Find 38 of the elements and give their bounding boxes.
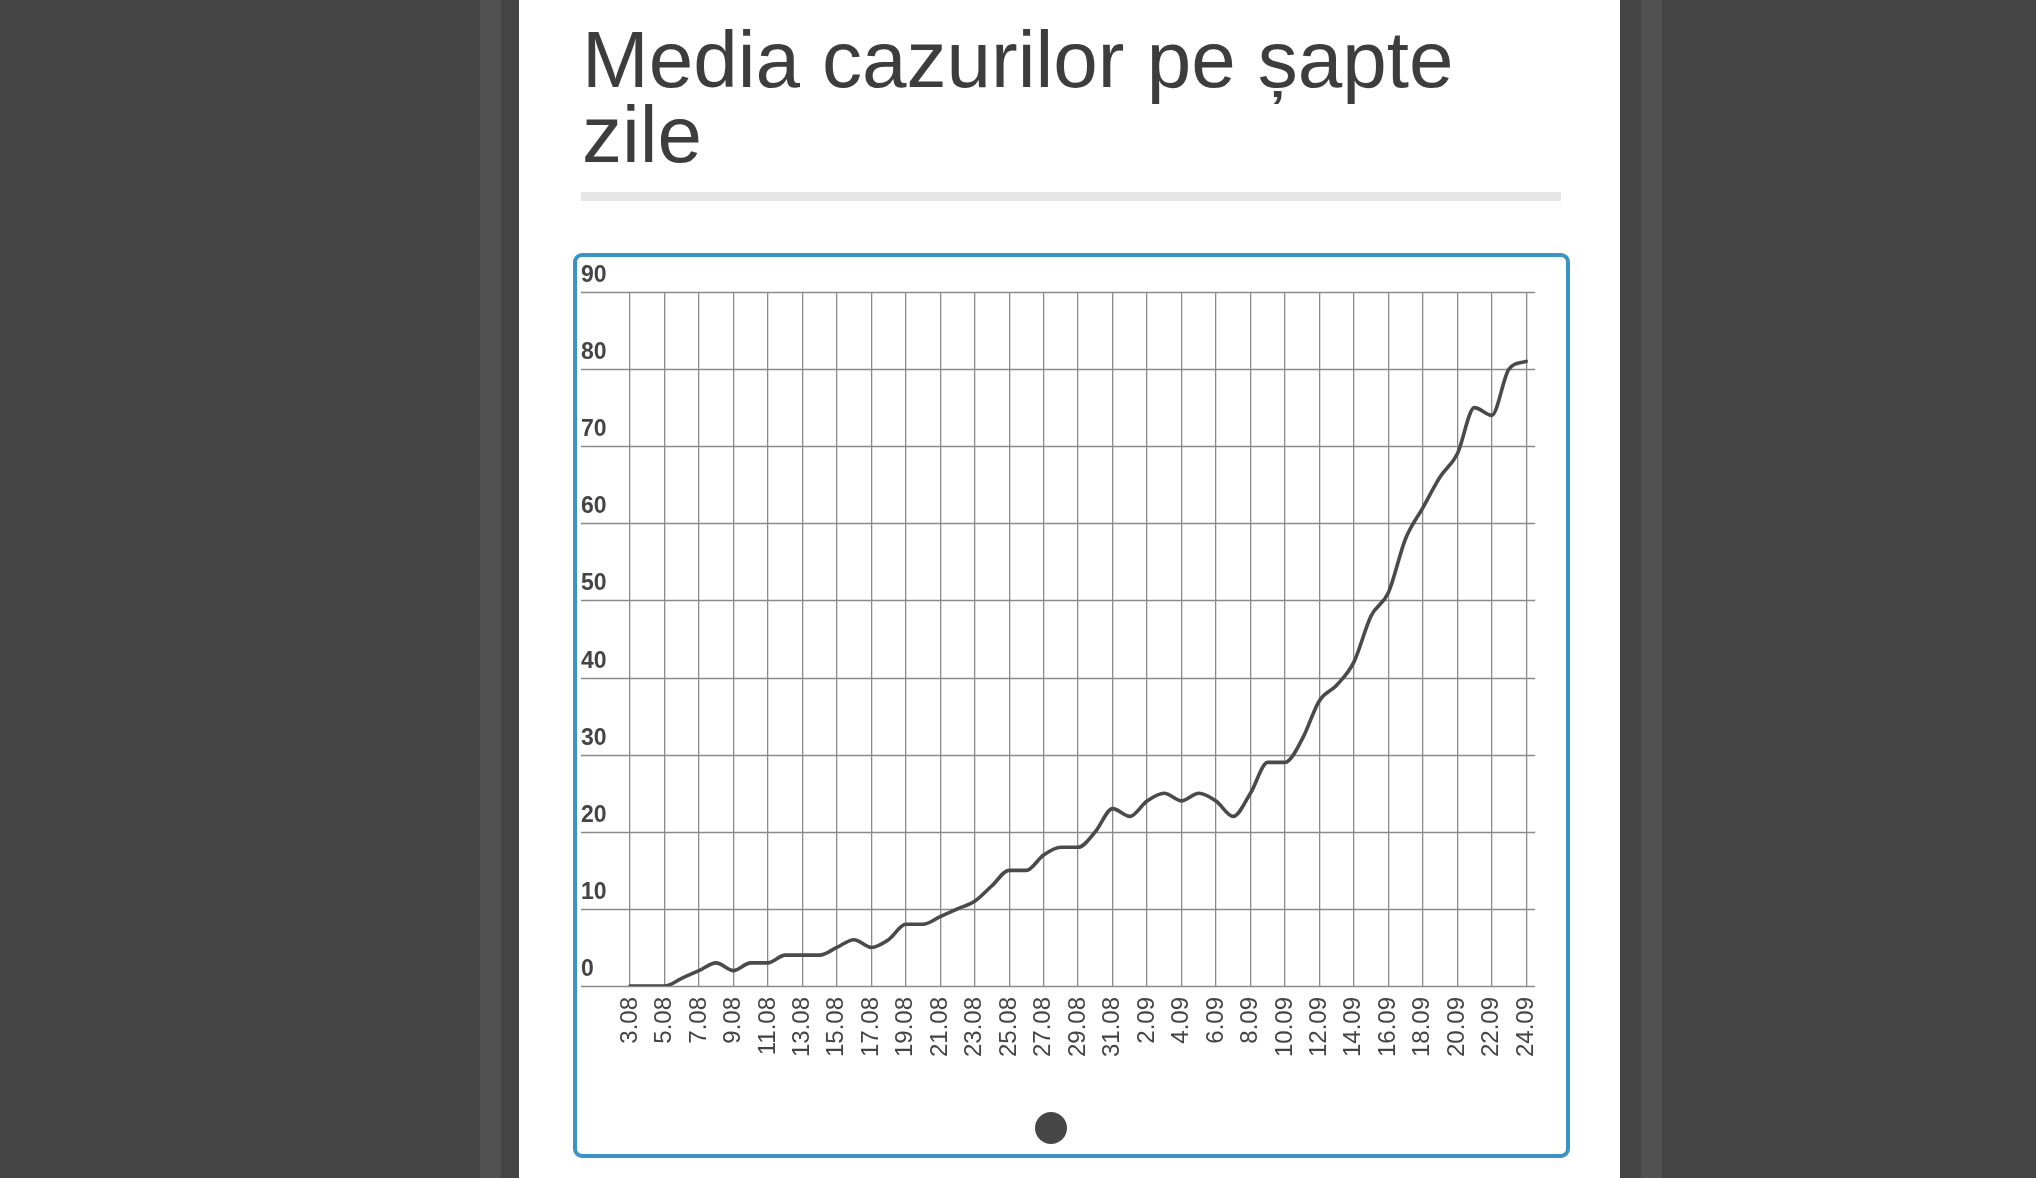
x-tick-label: 24.09 xyxy=(1510,997,1538,1058)
x-tick-label: 22.09 xyxy=(1476,997,1504,1058)
x-tick-label: 9.08 xyxy=(718,997,746,1044)
y-tick-label: 60 xyxy=(581,492,607,519)
y-tick-label: 20 xyxy=(581,801,607,828)
x-tick-label: 14.09 xyxy=(1338,997,1366,1058)
x-tick-label: 18.09 xyxy=(1407,997,1435,1058)
x-tick-label: 16.09 xyxy=(1372,997,1400,1058)
x-tick-label: 12.09 xyxy=(1304,997,1332,1058)
x-tick-label: 6.09 xyxy=(1200,997,1228,1044)
x-tick-label: 17.08 xyxy=(855,997,883,1058)
x-tick-label: 25.08 xyxy=(993,997,1021,1058)
y-tick-label: 50 xyxy=(581,569,607,596)
x-tick-label: 20.09 xyxy=(1441,997,1469,1058)
y-tick-label: 0 xyxy=(581,955,594,982)
y-tick-label: 30 xyxy=(581,724,607,751)
y-tick-label: 10 xyxy=(581,878,607,905)
x-tick-label: 11.08 xyxy=(752,997,780,1056)
x-tick-label: 5.08 xyxy=(649,997,677,1044)
x-tick-label: 23.08 xyxy=(959,997,987,1058)
x-tick-label: 4.09 xyxy=(1166,997,1194,1044)
y-tick-label: 70 xyxy=(581,415,607,442)
x-tick-label: 15.08 xyxy=(821,997,849,1058)
x-tick-label: 29.08 xyxy=(1062,997,1090,1058)
chart-title: Media cazurilor pe șapte zile xyxy=(582,15,1455,179)
y-tick-label: 40 xyxy=(581,647,607,674)
x-tick-label: 10.09 xyxy=(1269,997,1297,1058)
y-tick-label: 90 xyxy=(581,261,607,288)
x-tick-label: 2.09 xyxy=(1131,997,1159,1044)
x-tick-label: 3.08 xyxy=(614,997,642,1044)
x-tick-label: 8.09 xyxy=(1235,997,1263,1044)
x-tick-label: 31.08 xyxy=(1097,997,1125,1058)
x-tick-label: 19.08 xyxy=(890,997,918,1058)
x-tick-label: 7.08 xyxy=(683,997,711,1044)
y-tick-label: 80 xyxy=(581,338,607,365)
x-tick-label: 27.08 xyxy=(1028,997,1056,1058)
x-tick-label: 13.08 xyxy=(786,997,814,1058)
x-tick-label: 21.08 xyxy=(924,997,952,1058)
